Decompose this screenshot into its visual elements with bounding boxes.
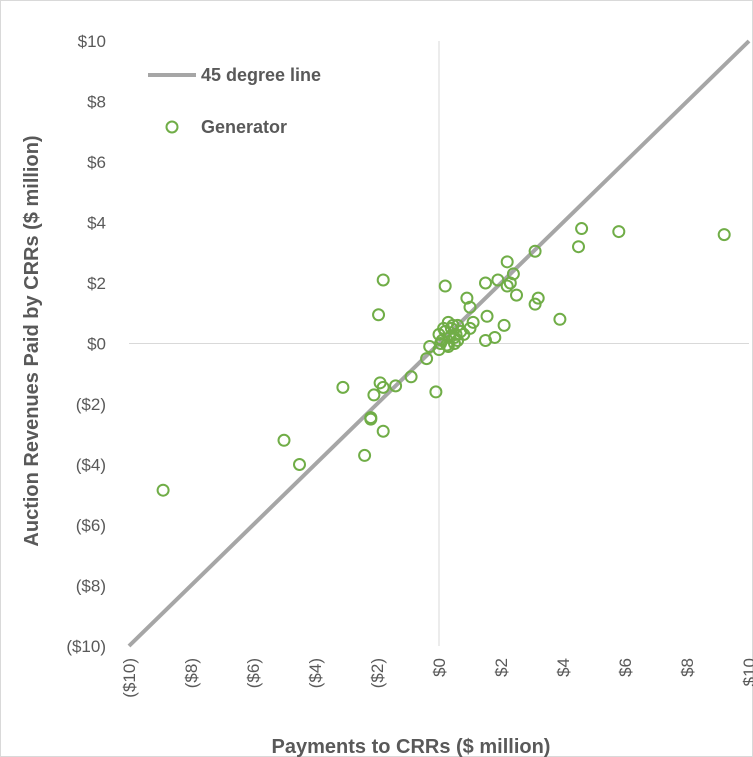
generator-point — [449, 327, 463, 341]
legend-label-line: 45 degree line — [201, 65, 321, 85]
x-tick-label: ($6) — [244, 658, 263, 688]
generator-point — [429, 385, 443, 399]
generator-point — [575, 222, 589, 236]
y-tick-label: ($4) — [76, 456, 106, 475]
generator-point — [528, 244, 542, 258]
generator-point — [463, 300, 477, 314]
generator-point — [479, 276, 492, 290]
x-axis-title: Payments to CRRs ($ million) — [272, 736, 551, 757]
y-tick-label: $6 — [87, 153, 106, 172]
legend-label-generator: Generator — [201, 117, 287, 137]
x-tick-label: ($10) — [120, 658, 139, 698]
y-tick-label: $2 — [87, 274, 106, 293]
generator-point — [336, 380, 350, 394]
x-tick-label: ($2) — [368, 658, 387, 688]
generator-point — [466, 315, 480, 329]
generator-point — [420, 352, 434, 366]
legend-marker-swatch — [165, 120, 179, 134]
generator-point — [440, 338, 454, 352]
generator-point — [438, 279, 452, 293]
y-tick-label: $4 — [87, 214, 106, 233]
generator-point — [293, 458, 306, 471]
generator-point — [500, 279, 514, 293]
generator-point — [480, 309, 494, 323]
generator-point — [364, 411, 378, 425]
generator-point — [404, 370, 418, 384]
generator-point — [500, 255, 514, 269]
generator-point — [443, 330, 457, 344]
y-tick-label: $0 — [87, 335, 106, 354]
x-tick-label: $2 — [492, 658, 511, 677]
generator-point — [479, 333, 492, 347]
y-tick-label: ($6) — [76, 516, 106, 535]
generator-point — [503, 276, 517, 290]
generator-point — [497, 318, 511, 332]
generator-point — [376, 424, 390, 438]
generator-point — [367, 388, 381, 402]
generator-point — [717, 228, 731, 242]
y-tick-label: ($2) — [76, 395, 106, 414]
generator-point — [531, 291, 545, 305]
generator-point — [376, 273, 390, 287]
generator-point — [528, 297, 542, 311]
generator-point — [510, 288, 523, 302]
y-tick-label: $8 — [87, 93, 106, 112]
plot-series — [127, 39, 751, 648]
generator-point — [553, 312, 567, 326]
x-tick-label: $0 — [430, 658, 449, 677]
x-tick-label: ($4) — [306, 658, 325, 688]
generator-point — [491, 273, 505, 287]
generator-point — [389, 379, 403, 393]
generator-point — [451, 333, 465, 347]
generator-point — [358, 448, 372, 462]
generator-point — [156, 483, 170, 497]
y-tick-label: ($10) — [66, 637, 106, 656]
generator-point — [277, 433, 291, 447]
generator-point — [612, 225, 626, 239]
generator-point — [372, 308, 386, 322]
generator-point — [463, 321, 477, 335]
y-tick-label: $10 — [78, 32, 106, 51]
x-tick-label: $8 — [678, 658, 697, 677]
y-axis-title: Auction Revenues Paid by CRRs ($ million… — [21, 135, 43, 546]
generator-point — [451, 318, 465, 332]
generator-point — [423, 340, 437, 354]
x-tick-labels: ($10) ($8) ($6) ($4) ($2) $0 $2 $4 $6 $8 $10 — [120, 658, 753, 698]
y-tick-label: ($8) — [76, 577, 106, 596]
x-tick-label: ($8) — [182, 658, 201, 688]
x-tick-label: $6 — [616, 658, 635, 677]
generator-point — [376, 380, 390, 394]
generator-point — [572, 240, 585, 254]
y-tick-labels: ($10) ($8) ($6) ($4) ($2) $0 $2 $4 $6 $8 $10 — [66, 32, 106, 656]
x-tick-label: $10 — [740, 658, 753, 686]
x-tick-label: $4 — [554, 658, 573, 677]
legend: 45 degree line Generator — [148, 65, 321, 137]
